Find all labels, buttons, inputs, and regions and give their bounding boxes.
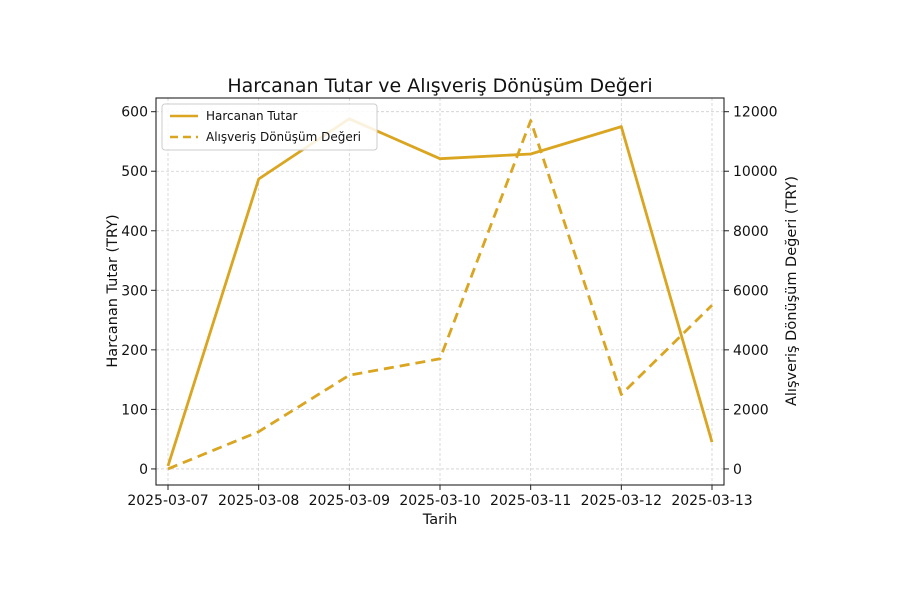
right-tick-label: 10000: [733, 164, 778, 180]
chart-title: Harcanan Tutar ve Alışveriş Dönüşüm Değe…: [227, 75, 652, 97]
left-tick-label: 100: [121, 402, 148, 418]
right-tick-label: 0: [733, 462, 742, 478]
right-tick-label: 2000: [733, 402, 769, 418]
legend: Harcanan Tutar Alışveriş Dönüşüm Değeri: [161, 103, 378, 151]
legend-label-harcanan-tutar: Harcanan Tutar: [206, 109, 298, 123]
x-axis: 2025-03-07 2025-03-08 2025-03-09 2025-03-10…: [127, 485, 753, 509]
grid-lines: [156, 98, 724, 485]
right-y-axis-label: Alışveriş Dönüşüm Değeri (TRY): [784, 176, 800, 406]
left-tick-label: 600: [121, 105, 148, 121]
right-tick-label: 4000: [733, 343, 769, 359]
right-tick-label: 12000: [733, 105, 778, 121]
left-tick-label: 0: [139, 462, 148, 478]
right-y-axis: 0 2000 4000 6000 8000 10000 12000: [724, 105, 778, 478]
x-tick-label: 2025-03-11: [490, 493, 571, 509]
right-tick-label: 8000: [733, 224, 769, 240]
series-layer: [166, 117, 714, 471]
x-tick-label: 2025-03-13: [671, 493, 752, 509]
plot-frame: [155, 97, 725, 486]
x-tick-label: 2025-03-07: [127, 493, 208, 509]
x-tick-label: 2025-03-10: [399, 493, 480, 509]
x-axis-label: Tarih: [422, 512, 458, 528]
legend-label-alisveris-donusum-degeri: Alışveriş Dönüşüm Değeri: [206, 130, 361, 144]
left-y-axis-label: Harcanan Tutar (TRY): [105, 214, 121, 367]
legend-box: [161, 103, 378, 151]
x-tick-label: 2025-03-08: [218, 493, 299, 509]
x-tick-label: 2025-03-09: [309, 493, 390, 509]
left-tick-label: 400: [121, 224, 148, 240]
series-line-alisveris-donusum-degeri: [167, 119, 713, 471]
left-tick-label: 200: [121, 343, 148, 359]
x-tick-label: 2025-03-12: [581, 493, 662, 509]
left-y-axis: 0 100 200 300 400 500 600: [121, 105, 156, 478]
right-tick-label: 6000: [733, 283, 769, 299]
left-tick-label: 500: [121, 164, 148, 180]
series-line-harcanan-tutar: [166, 117, 714, 467]
left-tick-label: 300: [121, 283, 148, 299]
